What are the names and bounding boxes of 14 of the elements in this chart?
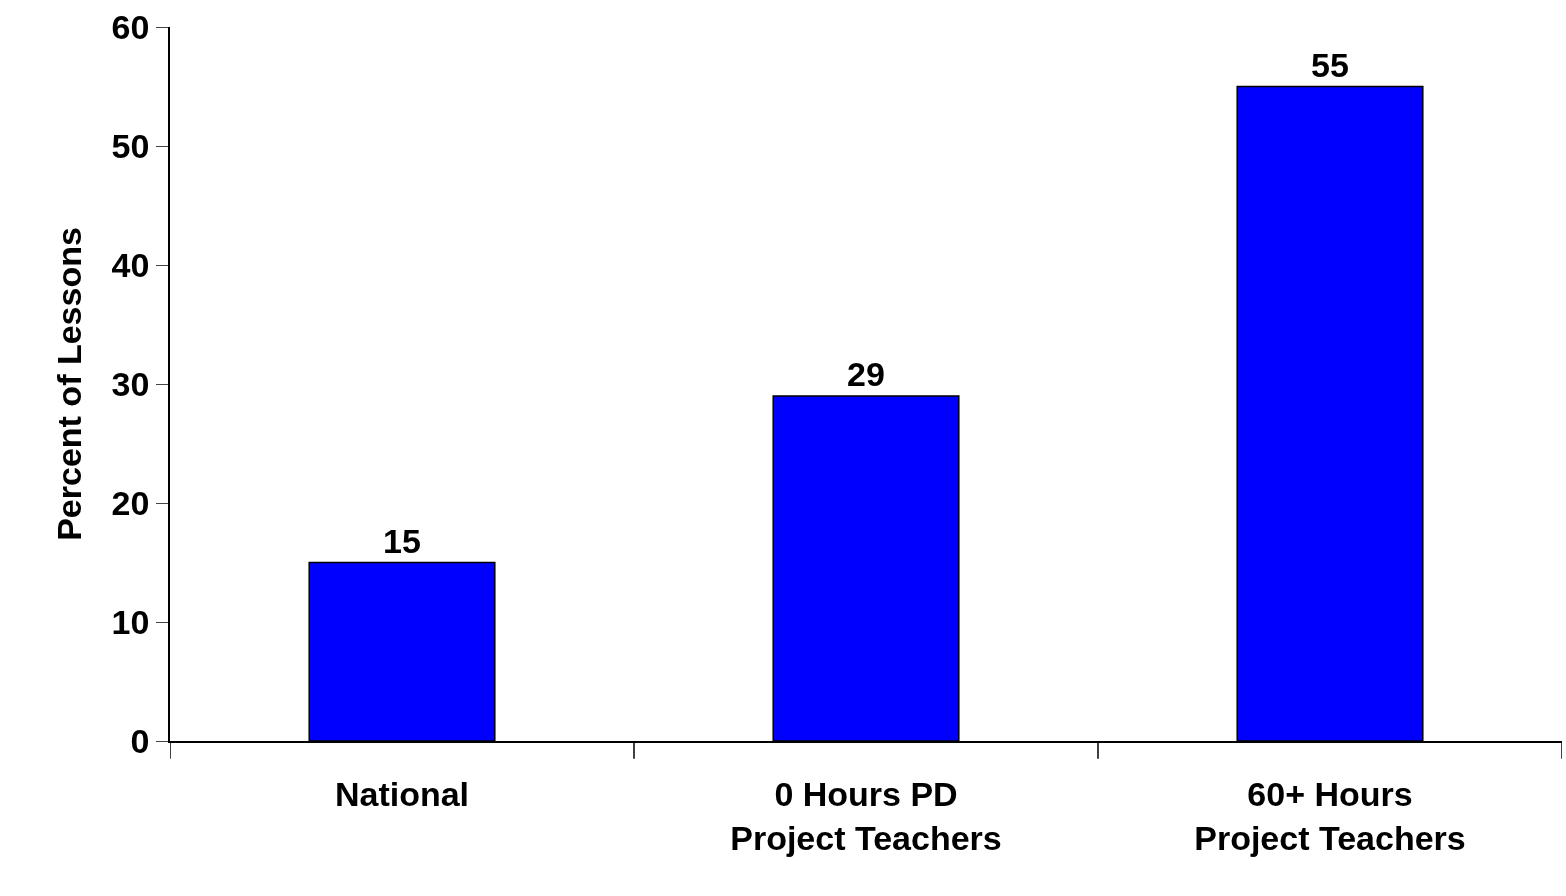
y-tick-label: 20: [111, 483, 150, 522]
x-tick-label: National: [334, 774, 470, 813]
data-label: 55: [1311, 45, 1349, 84]
y-axis-title: Percent of Lessons: [49, 227, 88, 541]
y-tick-label: 40: [111, 245, 150, 284]
x-tick-label: 60+ Hours Project Teachers: [1194, 774, 1466, 857]
data-label: 29: [847, 354, 885, 393]
y-tick-label: 50: [111, 126, 150, 165]
data-label: 15: [383, 521, 421, 560]
y-tick-label: 0: [130, 721, 150, 760]
x-tick-label: 0 Hours PD Project Teachers: [730, 774, 1002, 857]
y-tick-label: 10: [111, 602, 150, 641]
y-tick-label: 60: [111, 7, 150, 46]
y-tick-label: 30: [111, 364, 150, 403]
